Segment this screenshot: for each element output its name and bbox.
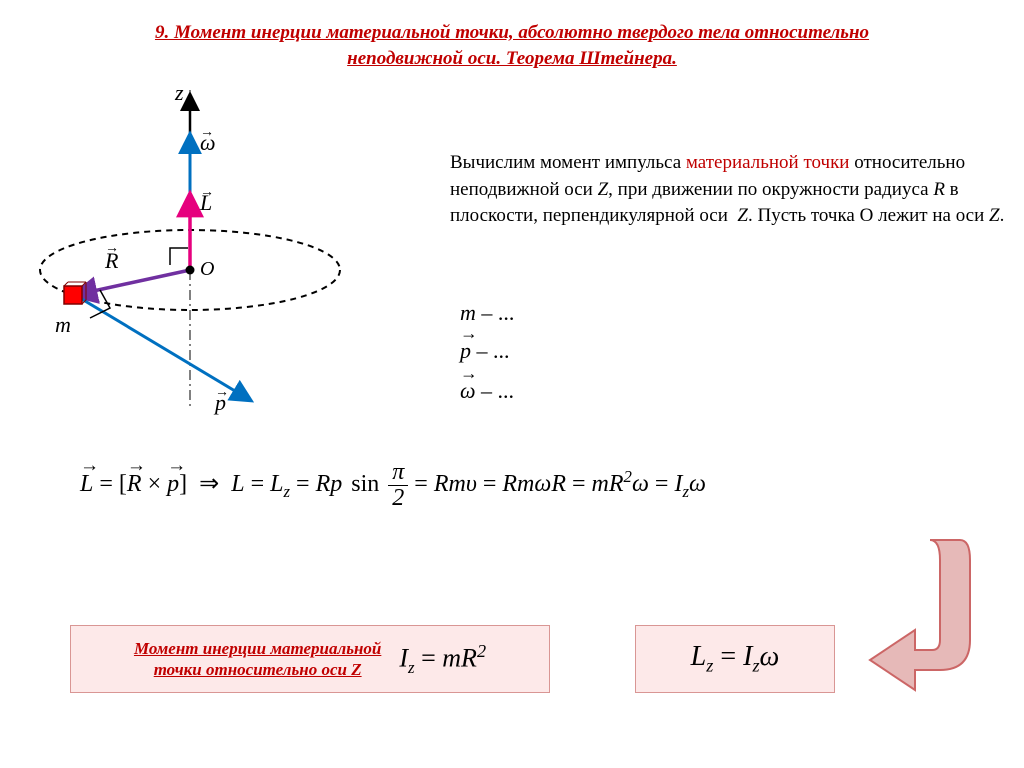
main-equation: L = [R × p] ⇒ L = Lz = Rp sin π2 = Rmυ =… [80, 460, 960, 511]
var-p: p – ... [460, 338, 510, 364]
point-O [186, 266, 195, 275]
svg-text:→: → [200, 125, 214, 140]
label-m: m [55, 312, 71, 337]
inertia-formula: Iz = mR2 [399, 641, 486, 678]
title-line2: неподвижной оси. Теорема Штейнера. [347, 48, 677, 69]
label-z: z [174, 80, 184, 105]
inertia-caption2: точки относительно оси Z [154, 660, 362, 679]
body-highlight: материальной точки [686, 152, 850, 173]
body-pre: Вычислим момент импульса [450, 152, 686, 173]
inertia-caption1: Момент инерции материальной [134, 639, 381, 658]
var-omega: ω – ... [460, 378, 514, 404]
momentum-formula: Lz = Izω [691, 641, 780, 677]
svg-text:→: → [215, 385, 229, 400]
momentum-box: Lz = Izω [635, 625, 835, 693]
title-line1: 9. Момент инерции материальной точки, аб… [155, 22, 869, 43]
body-text: Вычислим момент импульса материальной то… [450, 150, 1010, 230]
diagram: z ω → L → R → O m p → [20, 70, 380, 430]
curved-arrow-icon [860, 530, 980, 700]
right-angle-O [170, 248, 188, 265]
svg-text:→: → [200, 185, 214, 200]
label-O: O [200, 258, 214, 280]
R-vector [75, 270, 190, 295]
svg-text:→: → [105, 241, 119, 256]
page-title: 9. Момент инерции материальной точки, аб… [0, 20, 1024, 71]
inertia-box: Момент инерции материальной точки относи… [70, 625, 550, 693]
mass-box [64, 286, 82, 304]
